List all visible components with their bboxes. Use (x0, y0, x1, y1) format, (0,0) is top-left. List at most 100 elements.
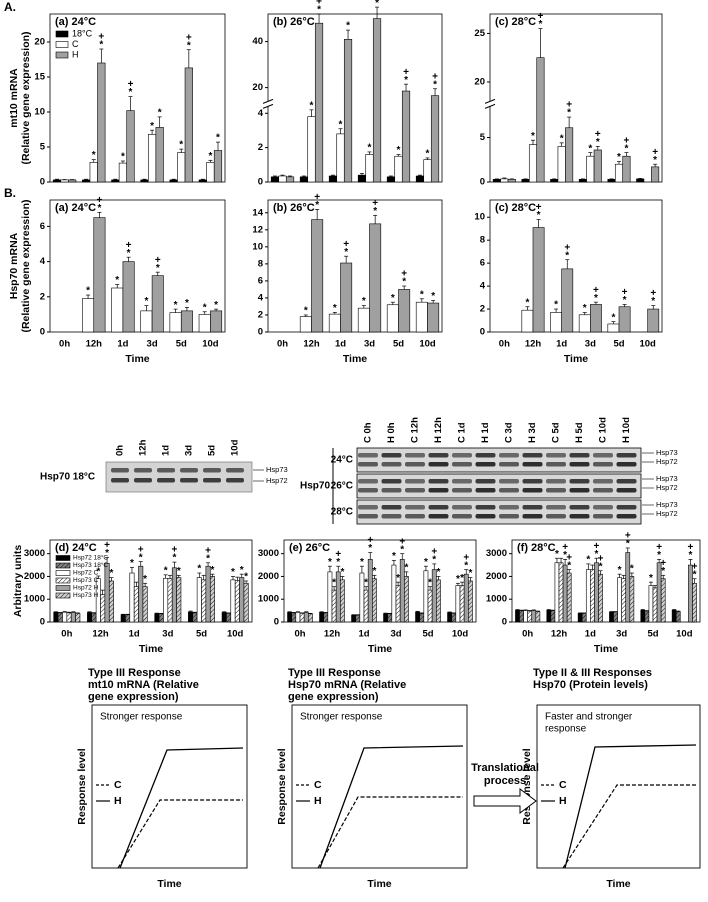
bar (68, 179, 77, 183)
bar (644, 610, 650, 623)
significance-marker: * (537, 210, 541, 221)
significance-marker: + (463, 552, 469, 563)
bar (206, 162, 215, 183)
band (616, 505, 637, 510)
axis-break (484, 103, 496, 109)
y-tick-label: 0 (40, 177, 45, 188)
blot-membrane (356, 499, 642, 525)
significance-marker: * (428, 577, 432, 588)
bar (120, 614, 126, 623)
y-tick-label: 2000 (24, 571, 45, 582)
bar (598, 573, 603, 623)
band (499, 453, 519, 458)
legend-label: Hsp72 18°C (73, 554, 108, 562)
schematic-note: Stronger response (300, 712, 383, 723)
bar (585, 569, 591, 623)
bar (492, 179, 501, 183)
schematic-title: Type III Response (88, 667, 181, 679)
legend-swatch (55, 562, 71, 569)
panel-title: (e) 26°C (289, 542, 330, 554)
y-tick-label: 10 (252, 241, 263, 252)
band (616, 479, 637, 484)
band (428, 462, 449, 467)
band-label: Hsp72 (656, 509, 678, 518)
lane-label: C 3d (504, 422, 515, 443)
significance-marker: * (158, 108, 162, 119)
x-tick-label: 0h (522, 629, 533, 640)
y-tick-label: 0 (480, 327, 485, 338)
significance-marker: * (139, 552, 143, 563)
band (405, 479, 425, 484)
band (226, 478, 244, 483)
significance-marker: * (216, 133, 220, 144)
band (475, 479, 496, 484)
significance-marker: * (197, 564, 201, 575)
x-tick-label: 3d (364, 339, 375, 350)
bar (372, 18, 382, 183)
bar (154, 613, 160, 623)
significance-marker: + (104, 540, 110, 551)
significance-marker: * (130, 558, 134, 569)
bar (97, 62, 106, 183)
bar (527, 610, 533, 623)
plot-frame (49, 199, 226, 333)
band-label: Hsp73 (266, 465, 288, 474)
significance-marker: + (171, 545, 177, 556)
bar (427, 302, 440, 333)
bar (53, 611, 59, 623)
bar (303, 612, 309, 623)
band (428, 453, 449, 458)
significance-marker: + (128, 79, 134, 90)
y-tick-label: 1000 (486, 594, 507, 605)
significance-marker: * (310, 100, 314, 111)
band-label: Hsp72 (656, 483, 678, 492)
blot-row-label: 24°C (331, 455, 353, 466)
y-axis-title: Arbitrary units (12, 545, 24, 618)
band-label: Hsp72 (656, 457, 678, 466)
band (546, 488, 566, 493)
significance-marker: * (231, 567, 235, 578)
significance-marker: * (531, 131, 535, 142)
bar (188, 611, 194, 623)
band (522, 462, 543, 467)
x-tick-label: 5d (196, 629, 207, 640)
band (475, 488, 496, 493)
x-axis-title: Time (564, 353, 588, 365)
significance-marker: * (657, 550, 661, 561)
bar (395, 585, 401, 623)
bar (621, 578, 627, 623)
x-axis-title: Time (343, 353, 367, 365)
significance-marker: * (424, 557, 428, 568)
y-tick-label: 20 (474, 76, 485, 87)
x-tick-label: 10d (419, 339, 436, 350)
bar (295, 612, 301, 623)
significance-marker: + (593, 285, 599, 296)
bar (129, 572, 135, 623)
y-tick-label: 4 (258, 292, 264, 303)
lane-label: C 1d (457, 422, 468, 443)
significance-marker: + (314, 192, 320, 203)
bar (60, 179, 69, 183)
bar (122, 261, 135, 333)
x-tick-label: 12h (525, 339, 542, 350)
significance-marker: * (649, 573, 653, 584)
bar (87, 612, 93, 623)
x-axis-title: Time (125, 353, 149, 365)
y-tick-label: 40 (252, 36, 263, 47)
bar (323, 612, 329, 623)
y-tick-label: 4 (258, 108, 264, 119)
bar (617, 577, 622, 623)
bar (419, 613, 425, 623)
bar (528, 144, 538, 183)
bar (536, 57, 545, 183)
significance-marker: * (156, 263, 160, 274)
band (499, 488, 519, 493)
bar (590, 569, 595, 623)
significance-marker: + (138, 544, 144, 555)
significance-marker: * (360, 557, 364, 568)
x-tick-label: 10d (639, 339, 656, 350)
axis-break (484, 98, 496, 104)
bar (607, 179, 616, 183)
bar (675, 611, 681, 623)
axis-break (262, 103, 274, 109)
